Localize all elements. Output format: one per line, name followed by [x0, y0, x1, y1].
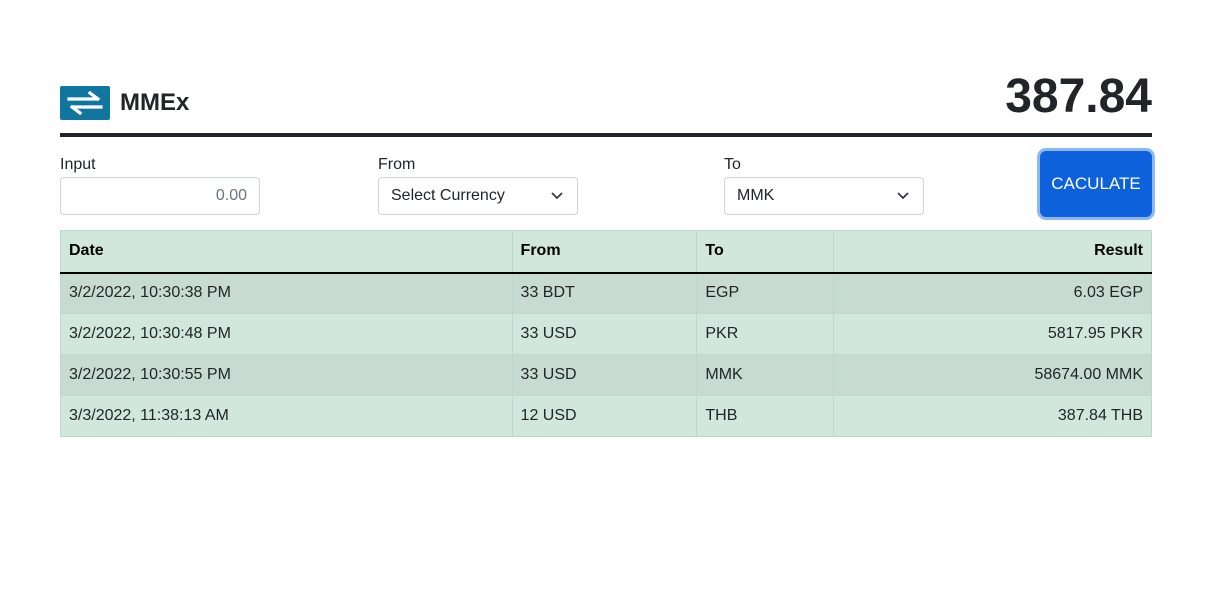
cell-result: 58674.00 MMK	[833, 354, 1152, 396]
calculate-button[interactable]: CACULATE	[1040, 151, 1152, 217]
cell-to: PKR	[696, 313, 835, 355]
cell-date: 3/2/2022, 10:30:38 PM	[60, 272, 513, 314]
cell-result: 6.03 EGP	[833, 272, 1152, 314]
from-currency-select[interactable]: Select Currency	[378, 177, 578, 215]
cell-from: 33 BDT	[511, 272, 698, 314]
from-field-group: From Select Currency	[378, 155, 578, 215]
brand: MMEx	[60, 86, 189, 120]
chevron-down-icon	[897, 192, 909, 200]
cell-date: 3/2/2022, 10:30:48 PM	[60, 313, 513, 355]
cell-result: 387.84 THB	[833, 395, 1152, 437]
table-row: 3/2/2022, 10:30:38 PM 33 BDT EGP 6.03 EG…	[60, 272, 1152, 314]
amount-input[interactable]: 0.00	[60, 177, 260, 215]
table-row: 3/2/2022, 10:30:55 PM 33 USD MMK 58674.0…	[60, 354, 1152, 396]
to-currency-select[interactable]: MMK	[724, 177, 924, 215]
table-row: 3/2/2022, 10:30:48 PM 33 USD PKR 5817.95…	[60, 313, 1152, 355]
to-label: To	[724, 156, 741, 173]
table-row: 3/3/2022, 11:38:13 AM 12 USD THB 387.84 …	[60, 395, 1152, 437]
cell-to: EGP	[696, 272, 835, 314]
cell-from: 12 USD	[511, 395, 698, 437]
cell-to: MMK	[696, 354, 835, 396]
input-field-group: Input 0.00	[60, 155, 260, 215]
header-divider	[60, 133, 1152, 137]
input-label: Input	[60, 156, 96, 173]
cell-from: 33 USD	[511, 354, 698, 396]
header: MMEx 387.84	[60, 70, 1152, 134]
header-result: Result	[833, 230, 1152, 274]
chevron-down-icon	[551, 192, 563, 200]
table-header-row: Date From To Result	[60, 230, 1152, 274]
exchange-arrows-icon	[60, 86, 110, 120]
cell-from: 33 USD	[511, 313, 698, 355]
cell-result: 5817.95 PKR	[833, 313, 1152, 355]
header-from: From	[511, 230, 698, 274]
history-table: Date From To Result 3/2/2022, 10:30:38 P…	[60, 230, 1152, 437]
to-field-group: To MMK	[724, 155, 924, 215]
cell-to: THB	[696, 395, 835, 437]
cell-date: 3/2/2022, 10:30:55 PM	[60, 354, 513, 396]
cell-date: 3/3/2022, 11:38:13 AM	[60, 395, 513, 437]
header-to: To	[696, 230, 835, 274]
from-currency-value: Select Currency	[391, 187, 505, 204]
to-currency-value: MMK	[737, 187, 775, 204]
from-label: From	[378, 156, 416, 173]
brand-name: MMEx	[120, 89, 190, 116]
result-total: 387.84	[1005, 70, 1152, 123]
header-date: Date	[60, 230, 513, 274]
converter-form: Input 0.00 From Select Currency To MMK C…	[60, 150, 1152, 220]
